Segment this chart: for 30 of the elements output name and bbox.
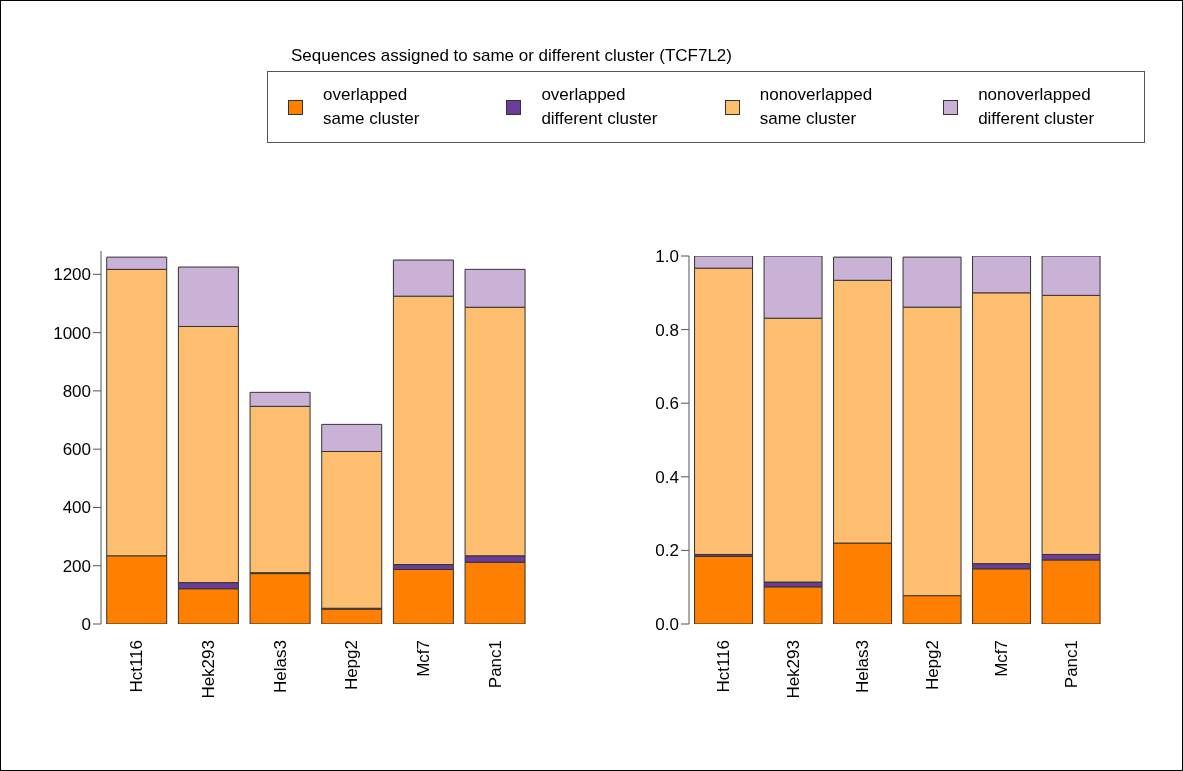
x-tick-label: Hct116 [127,640,147,693]
legend-label: nonoverlapped different cluster [978,84,1095,130]
y-tick-label: 200 [62,556,91,576]
x-tick-label: Mcf7 [992,640,1012,677]
x-tick-label: Hek293 [783,640,803,699]
y-tick-label: 1.0 [655,247,679,267]
y-tick-label: 0.4 [655,467,679,487]
x-tick-label: Helas3 [270,640,290,693]
y-tick-label: 0.2 [655,541,679,561]
x-tick-label: Mcf7 [414,640,433,677]
x-tick-label: Hek293 [199,640,218,699]
y-tick-label: 800 [62,381,91,401]
x-tick-label: Hepg2 [922,640,942,691]
x-tick-label: Panc1 [485,640,505,689]
y-tick-label: 0 [81,615,91,635]
y-tick-label: 1200 [53,265,91,285]
y-tick-label: 400 [62,498,91,518]
y-tick-label: 600 [62,440,91,460]
x-tick-label: Helas3 [853,640,873,693]
legend-label: nonoverlapped same cluster [759,84,873,130]
x-tick-label: Hct116 [714,640,734,693]
y-tick-label: 0.6 [655,394,679,414]
legend-label: overlapped different cluster [541,84,658,130]
y-tick-label: 0.0 [655,615,679,635]
legend-title: Sequences assigned to same or different cluster (TCF7L2) [291,45,733,67]
x-tick-label: Panc1 [1061,640,1081,689]
y-tick-label: 0.8 [655,320,679,340]
y-tick-label: 1000 [53,323,91,343]
x-tick-label: Hepg2 [342,640,362,691]
legend-label: overlapped same cluster [323,84,420,130]
